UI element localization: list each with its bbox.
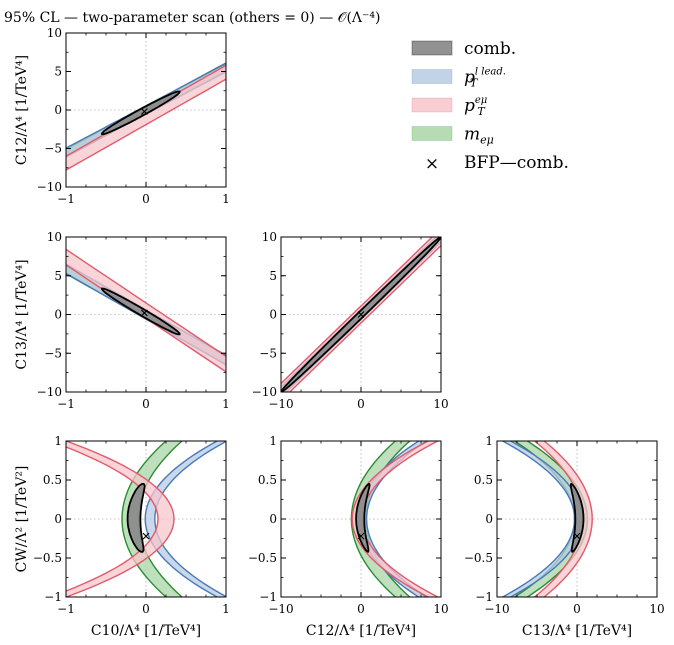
y-tick-label: 0 — [485, 512, 493, 526]
y-tick-label: 5 — [54, 65, 62, 79]
legend-swatch-memu — [411, 126, 453, 141]
contour-ptlead — [501, 441, 584, 597]
legend-entry-ptlead: pl lead. T — [411, 67, 506, 90]
x-axis-label: C12/Λ⁴ [1/TeV⁴] — [306, 623, 416, 639]
y-tick-label: 0 — [54, 103, 62, 117]
y-tick-label: 0.5 — [258, 473, 277, 487]
x-tick-label: 0 — [357, 602, 365, 616]
y-tick-label: −1 — [259, 590, 277, 604]
x-tick-label: 1 — [222, 602, 230, 616]
contour-comb — [126, 483, 146, 553]
y-tick-label: 0.5 — [43, 473, 62, 487]
y-tick-label: −5 — [44, 346, 62, 360]
y-tick-label: 1 — [54, 434, 62, 448]
x-axis-label: C13/Λ⁴ [1/TeV⁴] — [522, 623, 632, 639]
contour-comb — [101, 287, 181, 336]
bfp-marker — [357, 311, 365, 318]
legend-swatch-comb — [411, 40, 453, 56]
legend-swatch-ptlead — [411, 69, 453, 84]
y-tick-label: −1 — [44, 590, 62, 604]
x-tick-label: −1 — [57, 397, 75, 411]
legend-label-ptlead: pl lead. T — [464, 67, 506, 90]
x-tick-label: 10 — [433, 397, 448, 411]
legend-label-bfp: BFP—comb. — [464, 153, 569, 173]
y-tick-label: −0.5 — [33, 551, 62, 565]
bfp-marker — [142, 532, 150, 540]
y-axis-label: C12/Λ⁴ [1/TeV⁴] — [14, 55, 30, 165]
y-tick-label: 10 — [47, 26, 62, 40]
panel-cw_vs_c13: −10 0 10 −1 −0.5 0 0.5 1 C13/Λ⁴ [1/TeV⁴] — [464, 434, 665, 639]
y-tick-label: 0 — [54, 308, 62, 322]
y-tick-label: −5 — [44, 142, 62, 156]
panel-cw_vs_c10: −1 0 1 −1 −0.5 0 0.5 1 C10/Λ⁴ [1/TeV⁴] CW/Λ² [1/T… — [14, 434, 230, 639]
bfp-marker — [141, 309, 148, 317]
y-tick-label: −10 — [37, 385, 62, 399]
x-tick-label: 0 — [142, 192, 150, 206]
y-tick-label: −5 — [259, 346, 277, 360]
y-tick-label: −0.5 — [248, 551, 277, 565]
y-tick-label: −0.5 — [464, 551, 493, 565]
x-tick-label: −1 — [57, 192, 75, 206]
legend-entry-memu: meμ — [411, 125, 494, 147]
contour-ptlead — [144, 441, 226, 597]
bfp-marker — [573, 532, 581, 540]
panel-cw_vs_c12: −10 0 10 −1 −0.5 0 0.5 1 C12/Λ⁴ [1/TeV⁴] — [248, 434, 449, 639]
x-tick-label: 1 — [222, 192, 230, 206]
y-tick-label: 5 — [54, 269, 62, 283]
x-tick-label: −1 — [57, 602, 75, 616]
x-tick-label: −10 — [268, 397, 293, 411]
y-axis-label: CW/Λ² [1/TeV²] — [14, 466, 30, 573]
legend-entry-bfp: × BFP—comb. — [425, 153, 569, 174]
contour-ptemu — [351, 441, 440, 597]
contour-comb — [101, 90, 181, 135]
y-tick-label: 1 — [269, 434, 277, 448]
x-tick-label: 0 — [357, 397, 365, 411]
y-tick-label: 0 — [54, 512, 62, 526]
figure-title: 95% CL — two-parameter scan (others = 0)… — [4, 10, 381, 26]
x-tick-label: −10 — [484, 602, 509, 616]
bfp-marker — [141, 108, 148, 115]
contour-ptemu — [66, 64, 226, 171]
legend-marker-bfp: × — [425, 154, 439, 174]
legend-entry-ptemu: peμ T — [411, 95, 487, 118]
x-axis-label: C10/Λ⁴ [1/TeV⁴] — [91, 623, 201, 639]
y-tick-label: 1 — [485, 434, 493, 448]
y-tick-label: 10 — [262, 230, 277, 244]
legend-label-comb: comb. — [464, 39, 516, 59]
x-tick-label: −10 — [268, 602, 293, 616]
x-tick-label: 10 — [433, 602, 448, 616]
x-tick-label: 0 — [573, 602, 581, 616]
bfp-marker — [357, 532, 365, 540]
legend-swatch-ptemu — [411, 97, 453, 113]
legend: comb. pl lead. T peμ T meμ × BFP—comb. — [411, 39, 569, 174]
y-tick-label: 0 — [269, 308, 277, 322]
y-axis-label: C13/Λ⁴ [1/TeV⁴] — [14, 259, 30, 369]
panel-c13_vs_c12: −10 0 10 −10 −5 0 5 10 — [252, 230, 449, 411]
x-tick-label: 1 — [222, 397, 230, 411]
y-tick-label: −10 — [37, 180, 62, 194]
x-tick-label: 0 — [142, 397, 150, 411]
y-tick-label: −10 — [252, 385, 277, 399]
y-tick-label: 0.5 — [474, 473, 493, 487]
contour-comb — [569, 483, 585, 553]
y-tick-label: 5 — [269, 269, 277, 283]
x-tick-label: 0 — [142, 602, 150, 616]
legend-entry-comb: comb. — [411, 39, 516, 59]
legend-label-ptemu: peμ T — [464, 95, 487, 118]
y-tick-label: −1 — [475, 590, 493, 604]
legend-label-memu: meμ — [464, 125, 494, 147]
y-tick-label: 10 — [47, 230, 62, 244]
x-tick-label: 10 — [649, 602, 664, 616]
y-tick-label: 0 — [269, 512, 277, 526]
